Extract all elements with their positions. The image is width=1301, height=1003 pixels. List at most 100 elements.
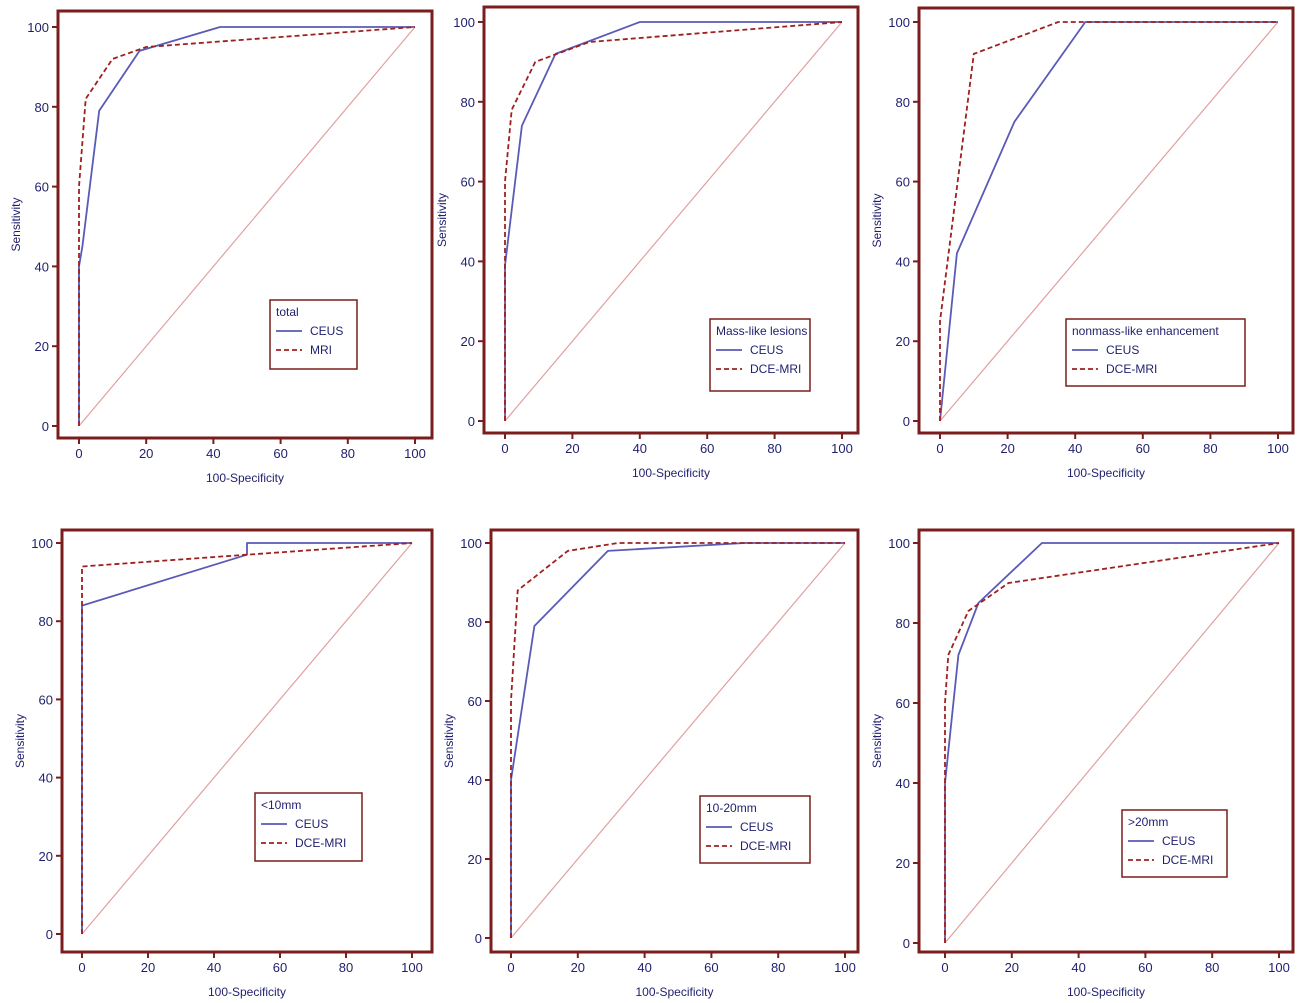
legend: total CEUS MRI — [269, 299, 358, 370]
x-tick-label: 40 — [637, 960, 651, 975]
x-tick-label: 20 — [571, 960, 585, 975]
reference-diagonal-line — [504, 21, 843, 422]
x-tick-label: 20 — [141, 960, 155, 975]
y-tick-label: 60 — [39, 692, 53, 707]
y-tick-label: 60 — [896, 175, 910, 190]
reference-diagonal-line — [81, 542, 413, 935]
x-axis-label: 100-Specificity — [1067, 466, 1145, 480]
y-axis-label: Sensitivity — [435, 193, 449, 247]
series-line-ceus — [944, 542, 1279, 943]
y-tick-label: 20 — [896, 334, 910, 349]
plot-frame — [60, 528, 434, 954]
x-tick-label: 40 — [207, 960, 221, 975]
legend: >20mm CEUS DCE-MRI — [1121, 809, 1228, 878]
x-tick-label: 100 — [834, 960, 856, 975]
x-tick-label: 20 — [1005, 960, 1019, 975]
legend-entry-label: DCE-MRI — [1162, 853, 1213, 867]
y-tick-label: 20 — [461, 334, 475, 349]
y-tick-label: 40 — [896, 254, 910, 269]
legend: nonmass-like enhancement CEUS DCE-MRI — [1065, 318, 1246, 387]
y-tick-label: 0 — [903, 414, 910, 429]
y-axis-label: Sensitivity — [9, 197, 23, 251]
legend-box — [1121, 809, 1228, 878]
roc-panel-4: 0 20 40 60 80 100 0 20 40 60 80 100 100-Specificity S… — [13, 528, 434, 999]
legend-entry-label: DCE-MRI — [750, 362, 801, 376]
reference-diagonal-line — [939, 21, 1279, 422]
legend-entry-label: CEUS — [740, 820, 773, 834]
y-tick-label: 40 — [35, 259, 49, 274]
y-tick-label: 60 — [896, 696, 910, 711]
y-axis-label: Sensitivity — [13, 714, 27, 768]
roc-panel-6: 0 20 40 60 80 100 0 20 40 60 80 100 100-Specificity S… — [870, 528, 1295, 999]
legend-box — [709, 318, 811, 392]
y-tick-label: 0 — [475, 931, 482, 946]
y-axis-label: Sensitivity — [870, 193, 884, 247]
legend-title: 10-20mm — [706, 801, 757, 815]
y-tick-label: 20 — [468, 852, 482, 867]
legend-title: total — [276, 305, 299, 319]
x-tick-label: 20 — [139, 446, 153, 461]
series-line-dce-mri — [939, 21, 1278, 421]
x-axis-label: 100-Specificity — [632, 466, 710, 480]
y-tick-label: 100 — [27, 20, 49, 35]
x-tick-label: 0 — [936, 441, 943, 456]
y-tick-label: 40 — [39, 771, 53, 786]
y-tick-label: 80 — [896, 616, 910, 631]
x-axis-label: 100-Specificity — [208, 985, 286, 999]
legend: 10-20mm CEUS DCE-MRI — [699, 795, 811, 864]
roc-panel-1: 0 20 40 60 80 100 0 20 40 60 80 100 100-Specificity S… — [9, 9, 434, 485]
x-tick-label: 100 — [404, 446, 426, 461]
x-tick-label: 0 — [78, 960, 85, 975]
legend-box — [699, 795, 811, 864]
y-tick-label: 100 — [453, 15, 475, 30]
x-tick-label: 20 — [1000, 441, 1014, 456]
y-tick-label: 0 — [903, 936, 910, 951]
x-tick-label: 80 — [771, 960, 785, 975]
x-axis-label: 100-Specificity — [635, 985, 713, 999]
x-tick-label: 20 — [565, 441, 579, 456]
y-tick-label: 40 — [896, 776, 910, 791]
y-tick-label: 80 — [39, 614, 53, 629]
y-tick-label: 60 — [468, 694, 482, 709]
legend: Mass-like lesions CEUS DCE-MRI — [709, 318, 811, 392]
roc-panel-3: 0 20 40 60 80 100 0 20 40 60 80 100 100-Specificity S… — [870, 6, 1295, 480]
legend-entry-label: CEUS — [310, 324, 343, 338]
y-tick-label: 0 — [468, 414, 475, 429]
x-tick-label: 60 — [1136, 441, 1150, 456]
y-tick-label: 0 — [42, 419, 49, 434]
y-tick-label: 80 — [468, 615, 482, 630]
x-tick-label: 100 — [831, 441, 853, 456]
roc-panel-2: 0 20 40 60 80 100 0 20 40 60 80 100 100-Specificity S… — [435, 5, 860, 480]
x-axis-label: 100-Specificity — [206, 471, 284, 485]
series-line-ceus — [78, 26, 415, 426]
x-tick-label: 0 — [501, 441, 508, 456]
y-tick-label: 60 — [461, 175, 475, 190]
y-tick-label: 0 — [46, 927, 53, 942]
y-tick-label: 100 — [888, 15, 910, 30]
x-tick-label: 60 — [273, 446, 287, 461]
x-tick-label: 40 — [633, 441, 647, 456]
plot-frame — [56, 9, 434, 440]
x-tick-label: 60 — [704, 960, 718, 975]
x-tick-label: 60 — [273, 960, 287, 975]
y-tick-label: 20 — [896, 856, 910, 871]
legend-title: >20mm — [1128, 815, 1168, 829]
x-tick-label: 80 — [767, 441, 781, 456]
plot-frame — [917, 6, 1295, 435]
legend-entry-label: CEUS — [1106, 343, 1139, 357]
legend-title: <10mm — [261, 798, 301, 812]
y-tick-label: 80 — [461, 95, 475, 110]
series-line-dce-mri — [504, 21, 843, 421]
reference-diagonal-line — [510, 542, 846, 939]
y-tick-label: 20 — [35, 339, 49, 354]
y-tick-label: 60 — [35, 180, 49, 195]
y-tick-label: 100 — [460, 536, 482, 551]
x-tick-label: 0 — [75, 446, 82, 461]
legend-entry-label: DCE-MRI — [295, 836, 346, 850]
legend-box — [269, 299, 358, 370]
y-tick-label: 100 — [888, 536, 910, 551]
x-tick-label: 80 — [341, 446, 355, 461]
x-tick-label: 40 — [1071, 960, 1085, 975]
x-tick-label: 100 — [1267, 441, 1289, 456]
